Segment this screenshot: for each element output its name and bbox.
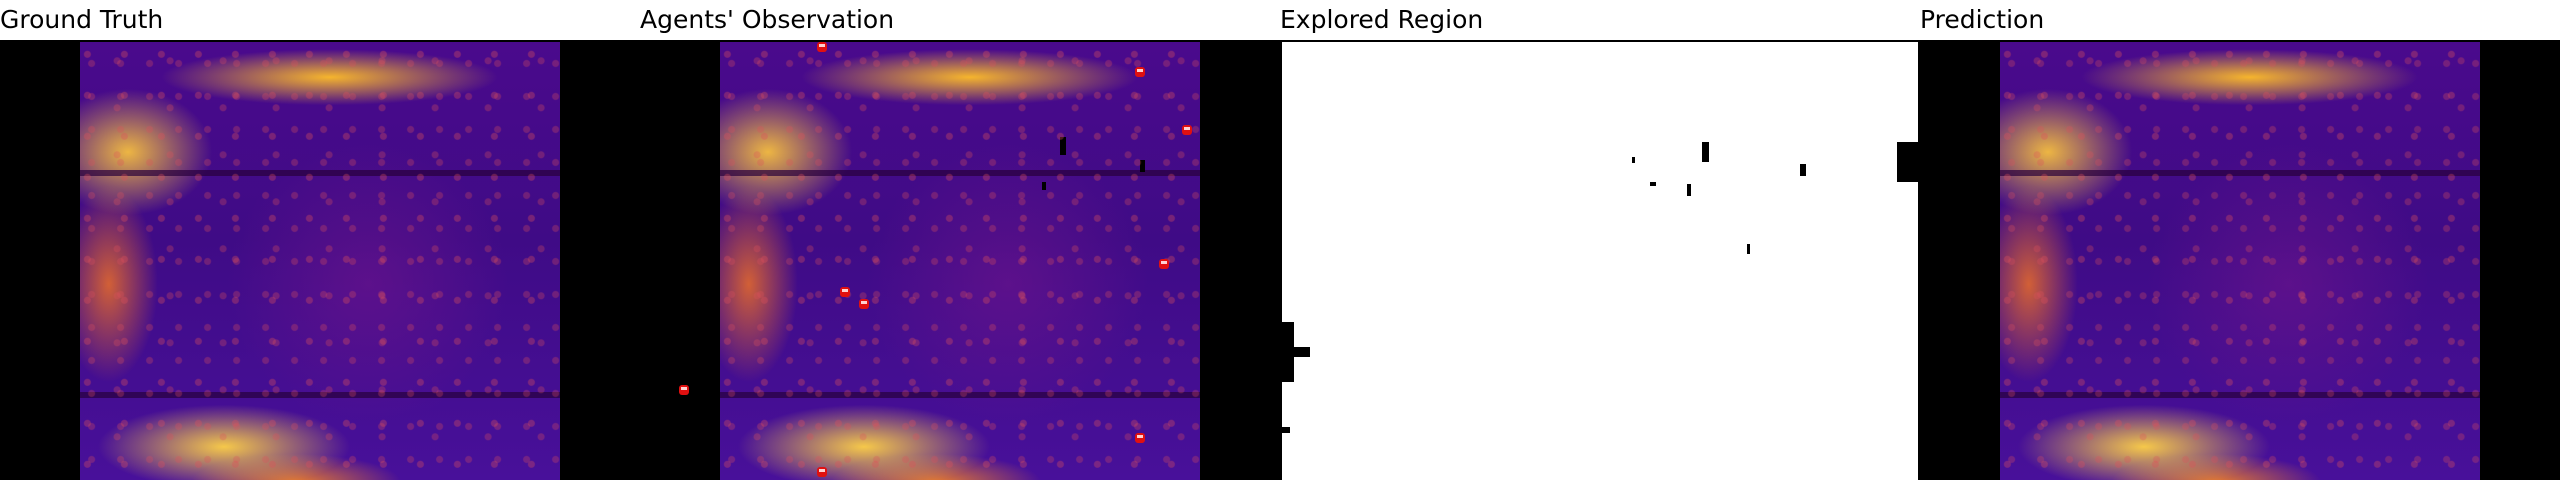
panel-prediction: Prediction (1920, 0, 2560, 480)
unexplored-patch (1747, 244, 1750, 254)
unobserved-patch (1060, 137, 1066, 155)
explored-region-map (1280, 40, 1920, 480)
panel-title-agents-observation: Agents' Observation (640, 5, 895, 34)
panel-explored-region: Explored Region (1280, 0, 1920, 480)
unexplored-patch (1687, 184, 1691, 196)
agent-marker-icon (1182, 125, 1192, 135)
agent-marker-icon (679, 385, 689, 395)
panel-title-explored-region: Explored Region (1280, 5, 1484, 34)
unexplored-patch (1702, 142, 1709, 162)
unexplored-patch (1650, 182, 1656, 186)
agent-marker-icon (1159, 259, 1169, 269)
unexplored-patch (1897, 142, 1918, 182)
panel-ground-truth: Ground Truth (0, 0, 640, 480)
panel-title-ground-truth: Ground Truth (0, 5, 164, 34)
agent-marker-icon (1135, 67, 1145, 77)
heatmap-band (80, 170, 560, 176)
observation-heatmap (720, 42, 1200, 480)
heatmap-band (720, 170, 1200, 176)
unexplored-patch (1632, 157, 1635, 163)
ground-truth-heatmap (80, 42, 560, 480)
unexplored-patch (1282, 427, 1290, 433)
unexplored-patch (1800, 164, 1806, 176)
heatmap-band (720, 392, 1200, 398)
prediction-heatmap (2000, 42, 2480, 480)
agent-marker-icon (1135, 433, 1145, 443)
agents-observation-map (640, 40, 1280, 480)
unexplored-patch (1292, 347, 1310, 357)
heatmap-band (80, 392, 560, 398)
unobserved-patch (1042, 182, 1046, 190)
heatmap-band (2000, 392, 2480, 398)
agent-marker-icon (817, 42, 827, 52)
agent-marker-icon (817, 467, 827, 477)
unobserved-patch (1140, 160, 1145, 172)
heatmap-band (2000, 170, 2480, 176)
ground-truth-map (0, 40, 640, 480)
panel-agents-observation: Agents' Observation (640, 0, 1280, 480)
unexplored-patch (1282, 322, 1294, 382)
prediction-map (1920, 40, 2560, 480)
agent-marker-icon (859, 299, 869, 309)
panel-title-prediction: Prediction (1920, 5, 2045, 34)
agent-marker-icon (840, 287, 850, 297)
